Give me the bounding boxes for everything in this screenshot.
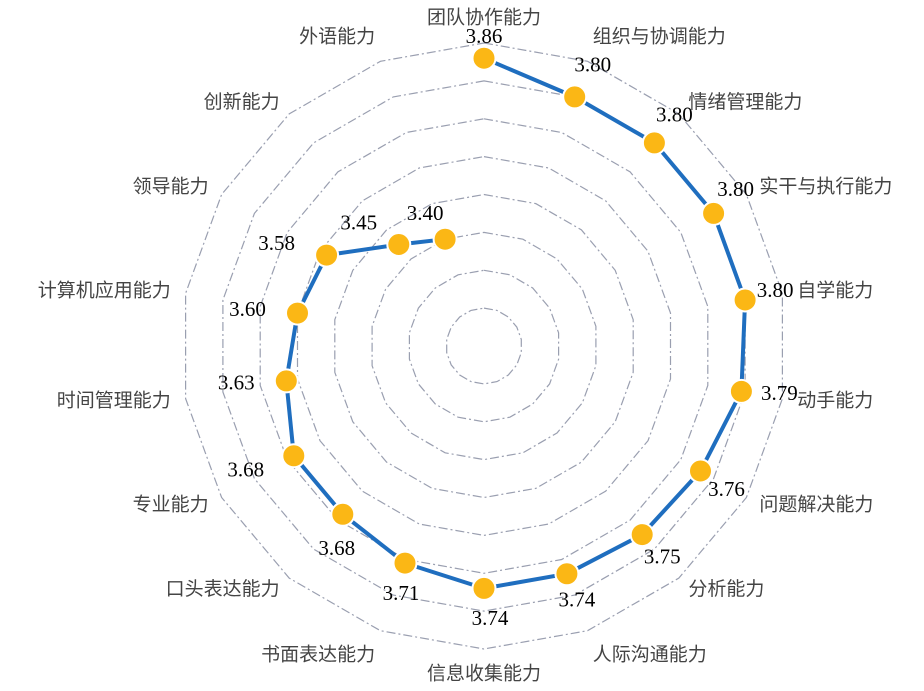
data-point-15 xyxy=(285,300,310,326)
value-label-7: 3.76 xyxy=(708,477,745,501)
category-labels: 团队协作能力组织与协调能力情绪管理能力实干与执行能力自学能力动手能力问题解决能力… xyxy=(38,7,893,685)
value-label-13: 3.68 xyxy=(227,458,264,482)
data-point-11 xyxy=(392,550,418,576)
category-label-2: 组织与协调能力 xyxy=(593,26,726,48)
data-point-3 xyxy=(641,130,667,156)
data-point-14 xyxy=(273,368,299,394)
category-label-18: 外语能力 xyxy=(299,26,375,48)
data-point-7 xyxy=(688,458,713,484)
value-label-5: 3.80 xyxy=(757,278,794,302)
category-label-16: 领导能力 xyxy=(133,176,209,198)
value-label-3: 3.80 xyxy=(656,103,693,127)
data-point-9 xyxy=(554,561,580,587)
grid-ring xyxy=(185,42,784,650)
category-label-4: 实干与执行能力 xyxy=(759,176,892,198)
data-point-17 xyxy=(386,232,412,257)
grid-ring xyxy=(408,269,560,423)
category-label-7: 问题解决能力 xyxy=(759,494,873,516)
data-point-1 xyxy=(471,45,497,71)
grid-ring xyxy=(334,193,634,499)
data-point-8 xyxy=(629,522,655,548)
data-point-12 xyxy=(330,501,356,527)
data-point-10 xyxy=(471,575,497,601)
category-label-11: 书面表达能力 xyxy=(261,643,375,665)
category-label-14: 时间管理能力 xyxy=(57,390,171,412)
category-label-9: 人际沟通能力 xyxy=(593,643,707,665)
grid-ring xyxy=(446,307,522,385)
value-label-12: 3.68 xyxy=(318,536,355,560)
category-label-6: 动手能力 xyxy=(797,390,873,412)
value-labels: 3.86 3.80 3.80 3.80 3.80 3.79 3.76 3.75 3.74 3.74… xyxy=(218,24,798,630)
radar-grid xyxy=(185,42,784,650)
value-label-8: 3.75 xyxy=(644,544,681,568)
value-label-15: 3.60 xyxy=(229,297,266,321)
value-label-11: 3.71 xyxy=(383,581,420,605)
data-point-4 xyxy=(701,200,727,226)
data-point-18 xyxy=(432,226,458,252)
data-point-5 xyxy=(732,287,758,313)
value-label-2: 3.80 xyxy=(574,53,611,77)
category-label-13: 专业能力 xyxy=(133,494,209,516)
value-label-16: 3.58 xyxy=(258,231,295,255)
category-label-10: 信息收集能力 xyxy=(427,663,541,685)
grid-ring xyxy=(371,231,597,461)
data-point-2 xyxy=(562,84,588,110)
value-label-17: 3.45 xyxy=(340,210,377,234)
category-label-12: 口头表达能力 xyxy=(166,578,280,600)
category-label-1: 团队协作能力 xyxy=(427,7,541,29)
series-line xyxy=(284,56,748,591)
category-label-17: 创新能力 xyxy=(204,91,280,113)
radar-series xyxy=(273,45,758,601)
value-label-10: 3.74 xyxy=(472,606,509,630)
value-label-14: 3.63 xyxy=(218,371,255,395)
value-label-9: 3.74 xyxy=(559,588,596,612)
category-label-15: 计算机应用能力 xyxy=(38,279,171,301)
value-label-1: 3.86 xyxy=(466,24,503,48)
data-point-13 xyxy=(281,443,307,469)
value-label-6: 3.79 xyxy=(761,381,798,405)
category-label-5: 自学能力 xyxy=(797,279,873,301)
data-point-6 xyxy=(728,378,754,404)
value-label-18: 3.40 xyxy=(407,201,444,225)
data-point-16 xyxy=(314,242,340,268)
category-label-8: 分析能力 xyxy=(688,578,764,600)
category-label-3: 情绪管理能力 xyxy=(688,91,802,113)
grid-ring xyxy=(259,118,709,574)
value-label-4: 3.80 xyxy=(717,177,754,201)
